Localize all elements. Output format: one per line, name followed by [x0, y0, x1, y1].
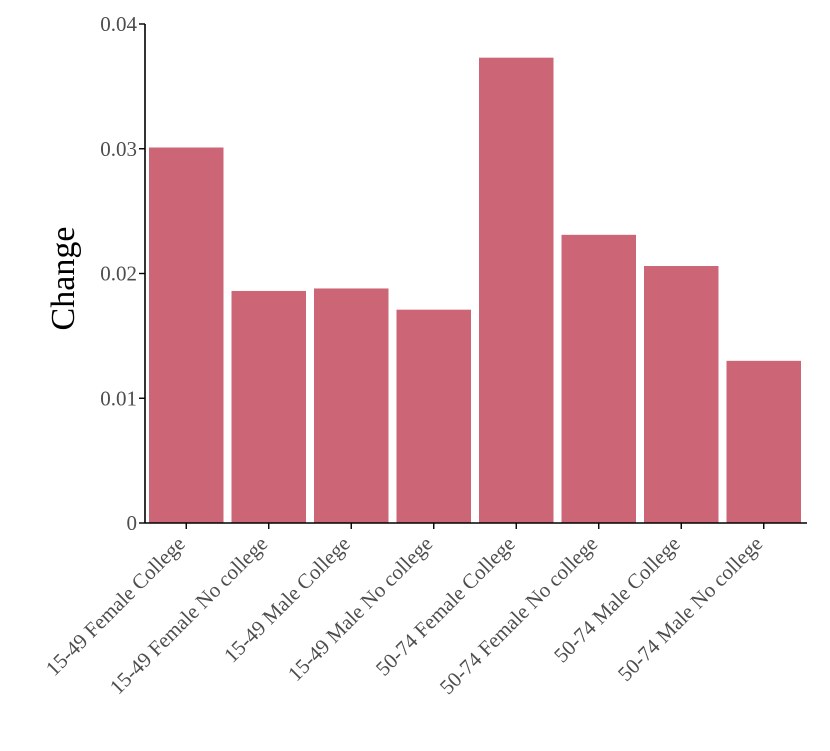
y-tick-label: 0	[127, 511, 138, 535]
bar-4	[479, 57, 554, 524]
bars-group	[149, 57, 801, 524]
bar-6	[644, 266, 719, 523]
bar-2	[314, 288, 389, 523]
y-axis-ticks: 0 0.01 0.02 0.03 0.04	[100, 12, 145, 535]
x-tick-label: 15-49 Male No college	[283, 532, 437, 686]
y-tick-label: 0.04	[100, 12, 137, 36]
x-tick-label: 15-49 Female No college	[105, 532, 272, 699]
x-tick-label: 15-49 Female College	[41, 532, 190, 681]
bar-7	[726, 360, 801, 523]
bar-0	[149, 147, 224, 523]
y-tick-label: 0.02	[100, 262, 137, 286]
x-tick-label: 50-74 Male No college	[613, 532, 767, 686]
bar-3	[396, 309, 471, 523]
bar-1	[231, 290, 306, 523]
y-tick-label: 0.01	[100, 386, 137, 410]
x-tick-label: 50-74 Female College	[371, 532, 520, 681]
bar-5	[561, 234, 636, 523]
y-tick-label: 0.03	[100, 137, 137, 161]
x-tick-label: 50-74 Female No college	[435, 532, 602, 699]
y-axis-title: Change	[45, 227, 82, 331]
